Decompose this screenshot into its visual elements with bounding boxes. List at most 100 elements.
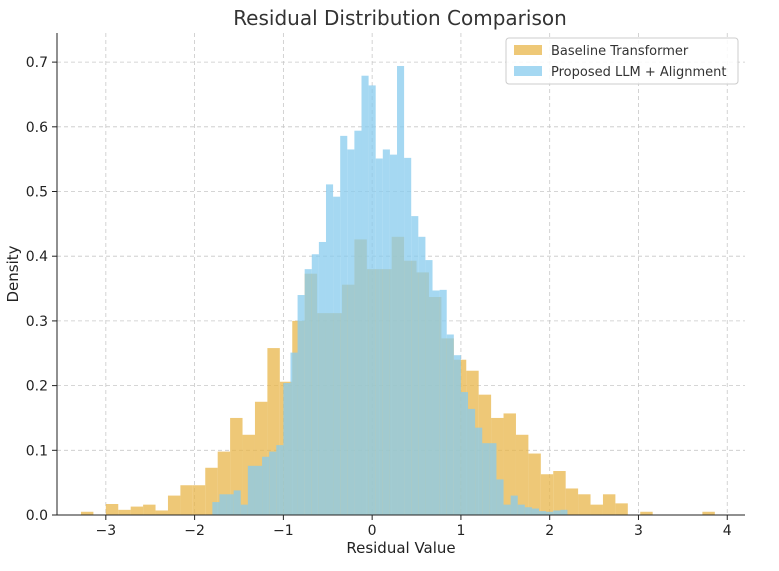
x-tick-label: 1 bbox=[456, 523, 465, 539]
bar-baseline bbox=[640, 511, 653, 515]
bar-baseline bbox=[155, 510, 168, 515]
bar-baseline bbox=[192, 485, 206, 515]
bar-baseline bbox=[80, 511, 94, 515]
x-tick-label: 4 bbox=[723, 523, 732, 539]
bar-proposed bbox=[524, 507, 532, 515]
bar-baseline bbox=[515, 434, 529, 515]
bar-proposed bbox=[439, 289, 447, 515]
bar-baseline bbox=[578, 494, 591, 515]
bar-proposed bbox=[219, 494, 227, 515]
bar-proposed bbox=[233, 490, 241, 515]
legend-label-baseline: Baseline Transformer bbox=[551, 44, 689, 59]
bar-proposed bbox=[212, 502, 220, 515]
bar-baseline bbox=[167, 495, 181, 515]
bar-proposed bbox=[531, 508, 540, 515]
bar-proposed bbox=[375, 158, 383, 515]
bar-proposed bbox=[468, 408, 476, 515]
bar-baseline bbox=[130, 506, 144, 515]
bar-baseline bbox=[565, 488, 579, 515]
bar-proposed bbox=[539, 511, 547, 515]
legend-swatch-proposed bbox=[514, 66, 542, 76]
y-tick-label: 0.6 bbox=[26, 120, 48, 136]
x-tick-label: 3 bbox=[634, 523, 643, 539]
bar-baseline bbox=[615, 503, 628, 515]
bar-baseline bbox=[702, 511, 715, 515]
bar-baseline bbox=[553, 471, 566, 515]
bar-proposed bbox=[276, 445, 284, 515]
bar-baseline bbox=[590, 504, 603, 515]
bar-proposed bbox=[283, 383, 291, 515]
bar-proposed bbox=[446, 334, 454, 515]
bar-proposed bbox=[311, 254, 319, 515]
bar-proposed bbox=[460, 392, 469, 515]
bar-proposed bbox=[411, 216, 419, 515]
histogram-bars bbox=[80, 65, 715, 516]
bar-baseline bbox=[528, 453, 541, 515]
bar-proposed bbox=[453, 355, 461, 515]
bar-proposed bbox=[290, 352, 298, 515]
bar-proposed bbox=[425, 260, 433, 515]
bar-proposed bbox=[432, 290, 440, 515]
y-tick-label: 0.1 bbox=[26, 443, 48, 459]
bar-proposed bbox=[325, 184, 334, 515]
bar-proposed bbox=[297, 295, 305, 515]
bar-proposed bbox=[546, 511, 554, 515]
bar-proposed bbox=[418, 236, 426, 516]
y-tick-label: 0.5 bbox=[26, 185, 48, 201]
bar-proposed bbox=[340, 135, 348, 515]
bar-baseline bbox=[602, 494, 616, 515]
bar-proposed bbox=[503, 504, 511, 515]
bar-baseline bbox=[118, 509, 131, 515]
legend: Baseline Transformer Proposed LLM + Alig… bbox=[505, 37, 739, 85]
bar-proposed bbox=[489, 443, 497, 515]
bar-proposed bbox=[368, 85, 376, 516]
x-tick-label: 2 bbox=[545, 523, 554, 539]
bar-baseline bbox=[143, 504, 156, 515]
bar-proposed bbox=[475, 427, 483, 515]
bar-proposed bbox=[517, 504, 525, 515]
bar-baseline bbox=[540, 474, 554, 515]
bar-proposed bbox=[404, 157, 412, 515]
bar-baseline bbox=[105, 504, 119, 515]
bar-proposed bbox=[347, 149, 355, 516]
x-tick-label: −3 bbox=[96, 523, 117, 539]
bar-proposed bbox=[226, 494, 234, 515]
bar-proposed bbox=[397, 65, 405, 515]
bar-baseline bbox=[503, 413, 516, 515]
bar-proposed bbox=[354, 130, 362, 515]
bar-proposed bbox=[382, 149, 390, 516]
bar-proposed bbox=[304, 269, 312, 515]
y-tick-label: 0.3 bbox=[26, 314, 48, 330]
bar-proposed bbox=[553, 510, 561, 515]
x-tick-label: 0 bbox=[368, 523, 377, 539]
bar-baseline bbox=[180, 485, 193, 515]
axes: −3 −2 −1 0 1 2 3 4 0.0 0.1 0.2 0.3 0.4 0.5 0.6 0.7 bbox=[26, 33, 745, 539]
y-tick-label: 0.4 bbox=[26, 249, 48, 265]
bar-proposed bbox=[482, 443, 490, 515]
bar-proposed bbox=[318, 241, 326, 516]
x-tick-label: −1 bbox=[273, 523, 294, 539]
bar-proposed bbox=[389, 154, 398, 516]
legend-frame bbox=[505, 37, 739, 85]
bar-proposed bbox=[510, 495, 518, 515]
x-axis-label: Residual Value bbox=[346, 539, 455, 557]
bar-proposed bbox=[254, 465, 263, 515]
bar-proposed bbox=[262, 456, 270, 515]
legend-label-proposed: Proposed LLM + Alignment bbox=[551, 65, 726, 80]
y-tick-label: 0.7 bbox=[26, 55, 48, 71]
chart-title: Residual Distribution Comparison bbox=[233, 6, 567, 30]
bar-proposed bbox=[247, 465, 255, 515]
bar-proposed bbox=[269, 451, 277, 515]
y-axis-label: Density bbox=[4, 245, 22, 302]
bar-proposed bbox=[240, 504, 248, 515]
bar-proposed bbox=[333, 196, 341, 515]
y-tick-label: 0.0 bbox=[26, 508, 48, 524]
bar-proposed bbox=[361, 75, 369, 515]
bar-proposed bbox=[496, 479, 504, 515]
bar-proposed bbox=[560, 509, 568, 515]
legend-swatch-baseline bbox=[514, 45, 542, 55]
y-tick-label: 0.2 bbox=[26, 379, 48, 395]
x-tick-label: −2 bbox=[184, 523, 205, 539]
